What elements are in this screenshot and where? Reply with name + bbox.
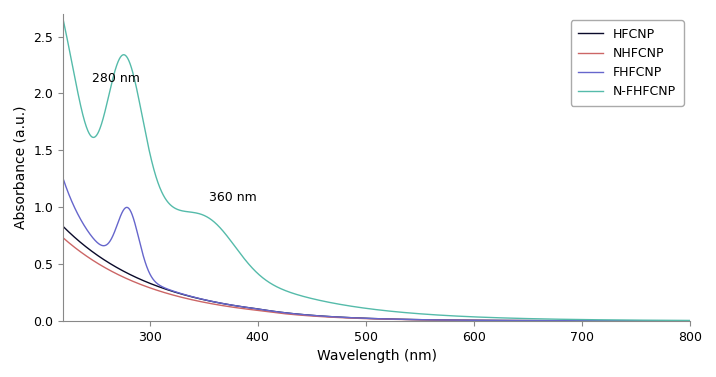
FHFCNP [59,176,67,181]
N-FHFCNP [606,318,614,322]
N-FHFCNP [299,294,308,299]
FHFCNP [606,319,614,323]
Line: FHFCNP: FHFCNP [63,179,690,321]
NHFCNP [326,315,335,319]
FHFCNP [674,319,682,323]
HFCNP [299,313,308,317]
HFCNP [326,314,335,319]
N-FHFCNP [326,300,335,305]
HFCNP [168,289,176,293]
NHFCNP [130,280,139,284]
Text: 360 nm: 360 nm [209,192,257,204]
N-FHFCNP [130,78,139,82]
NHFCNP [606,319,614,323]
N-FHFCNP [686,318,695,323]
X-axis label: Wavelength (nm): Wavelength (nm) [316,349,437,363]
FHFCNP [168,288,176,293]
Legend: HFCNP, NHFCNP, FHFCNP, N-FHFCNP: HFCNP, NHFCNP, FHFCNP, N-FHFCNP [571,20,684,106]
Line: N-FHFCNP: N-FHFCNP [63,20,690,320]
FHFCNP [686,319,695,323]
HFCNP [686,319,695,323]
FHFCNP [130,220,139,225]
NHFCNP [168,293,176,297]
HFCNP [130,274,139,279]
N-FHFCNP [59,17,67,22]
FHFCNP [326,314,335,319]
HFCNP [606,319,614,323]
Line: HFCNP: HFCNP [63,227,690,321]
NHFCNP [299,313,308,318]
Line: NHFCNP: NHFCNP [63,238,690,321]
N-FHFCNP [674,318,682,323]
HFCNP [674,319,682,323]
NHFCNP [686,319,695,323]
N-FHFCNP [168,204,176,208]
FHFCNP [299,313,308,317]
NHFCNP [674,319,682,323]
Y-axis label: Absorbance (a.u.): Absorbance (a.u.) [14,106,28,229]
Text: 280 nm: 280 nm [92,72,140,85]
HFCNP [59,224,67,229]
NHFCNP [59,236,67,240]
